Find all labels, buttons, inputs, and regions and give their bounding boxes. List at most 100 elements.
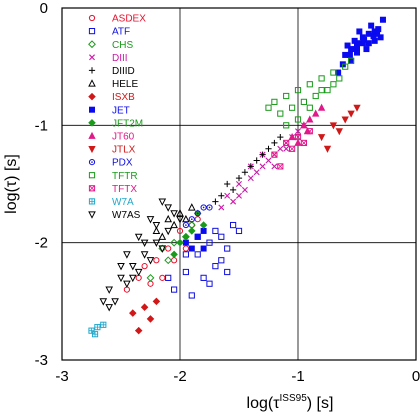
point-atf-6 <box>224 245 231 252</box>
point-jt60-5 <box>294 138 302 146</box>
legend-label-w7a: W7A <box>112 197 134 208</box>
legend-label-jft2m: JFT2M <box>112 118 143 129</box>
legend-marker-diii <box>89 54 95 61</box>
point-w7as-8 <box>123 280 131 289</box>
legend: ASDEX ATF CHS DIII DIIID HELE ISXB JET JFT2M JT60… <box>88 14 146 221</box>
point-chs-5 <box>164 256 173 265</box>
point-isxb-4 <box>146 315 155 323</box>
point-jft2m-0 <box>176 238 184 247</box>
point-w7a-2 <box>100 321 107 328</box>
point-diii-18 <box>236 192 242 199</box>
point-tftr-7 <box>289 104 296 111</box>
point-w7as-9 <box>134 268 143 277</box>
point-diii-8 <box>253 169 260 176</box>
legend-marker-hele <box>88 79 96 87</box>
point-w7as-10 <box>146 257 155 265</box>
point-jet-13 <box>356 28 363 35</box>
legend-entry-isxb: ISXB <box>88 92 135 103</box>
point-asdex-11 <box>194 216 201 223</box>
point-isxb-2 <box>134 326 143 335</box>
x-tick-label-2: -1 <box>291 368 304 385</box>
point-diiid-1 <box>230 186 237 193</box>
point-jet-27 <box>194 233 201 240</box>
point-hele-0 <box>164 214 173 223</box>
point-w7as-13 <box>99 298 108 306</box>
legend-label-jtlx: JTLX <box>112 145 136 156</box>
point-diii-9 <box>265 157 272 164</box>
point-tftr-0 <box>271 98 278 105</box>
legend-entry-tftr: TFTR <box>88 171 138 182</box>
legend-marker-atf <box>88 28 96 35</box>
point-atf-9 <box>188 292 195 299</box>
point-atf-1 <box>194 251 201 258</box>
legend-entry-jft2m: JFT2M <box>88 118 143 129</box>
point-hele-6 <box>158 232 167 240</box>
point-isxb-0 <box>129 309 137 317</box>
point-diii-19 <box>283 145 290 152</box>
point-w7as-19 <box>105 304 114 312</box>
point-hele-1 <box>176 209 184 217</box>
point-atf-7 <box>230 221 237 229</box>
point-w7as-3 <box>140 251 149 259</box>
y-tick-label-3: -3 <box>35 352 48 369</box>
point-jet-14 <box>351 37 358 44</box>
legend-marker-pdx <box>88 159 96 166</box>
legend-label-jet: JET <box>112 105 130 116</box>
series-atf <box>165 221 243 299</box>
point-tftx-1 <box>283 139 290 147</box>
point-jt60-0 <box>288 132 296 141</box>
series-hele <box>152 203 196 240</box>
series-isxb <box>129 297 161 335</box>
point-jft2m-4 <box>182 233 190 241</box>
point-w7as-0 <box>105 286 114 294</box>
point-tftr-8 <box>300 98 307 105</box>
point-w7as-4 <box>152 239 161 247</box>
point-w7as-20 <box>123 251 131 259</box>
series-w7a <box>88 321 107 338</box>
point-atf-14 <box>182 251 190 258</box>
legend-marker-tftx <box>88 185 96 192</box>
legend-marker-chs <box>88 40 96 49</box>
point-jet-1 <box>348 46 355 53</box>
point-jet-20 <box>379 16 386 23</box>
x-tick-label-0: -3 <box>55 368 68 385</box>
point-diiid-7 <box>235 175 243 182</box>
point-jtlx-5 <box>335 128 343 136</box>
point-w7as-16 <box>140 239 149 247</box>
point-tftr-10 <box>324 87 331 94</box>
point-jft2m-2 <box>199 221 208 229</box>
legend-label-tftx: TFTX <box>112 184 137 195</box>
point-w7as-23 <box>158 198 167 206</box>
point-asdex-7 <box>171 257 178 264</box>
point-diiid-9 <box>259 151 266 158</box>
point-diii-0 <box>224 192 231 199</box>
legend-marker-jft2m <box>88 119 96 127</box>
legend-marker-jet <box>89 106 96 113</box>
point-diii-2 <box>247 175 254 182</box>
point-asdex-8 <box>182 245 189 252</box>
legend-label-pdx: PDX <box>112 158 133 169</box>
point-tftr-15 <box>318 87 325 94</box>
point-jtlx-2 <box>341 116 349 124</box>
point-diiid-8 <box>247 163 254 170</box>
point-atf-8 <box>171 286 178 293</box>
point-atf-12 <box>224 268 231 276</box>
legend-entry-w7as: W7AS <box>88 210 141 221</box>
legend-entry-jt60: JT60 <box>88 132 135 143</box>
legend-entry-diii: DIII <box>89 53 128 64</box>
point-tftr-4 <box>318 75 325 82</box>
y-tick-labels: 0 -1 -2 -3 <box>35 0 48 369</box>
point-tftr-3 <box>306 81 313 88</box>
point-diii-7 <box>241 186 248 193</box>
legend-entry-chs: CHS <box>88 40 133 51</box>
point-w7as-6 <box>176 216 184 224</box>
point-tftx-5 <box>289 145 296 152</box>
point-atf-4 <box>200 274 207 281</box>
series-jt60 <box>288 103 326 146</box>
point-tftr-5 <box>330 69 337 76</box>
point-diiid-5 <box>277 133 284 141</box>
point-jtlx-6 <box>347 110 355 118</box>
point-diii-12 <box>230 198 237 205</box>
legend-entry-hele: HELE <box>88 79 138 90</box>
